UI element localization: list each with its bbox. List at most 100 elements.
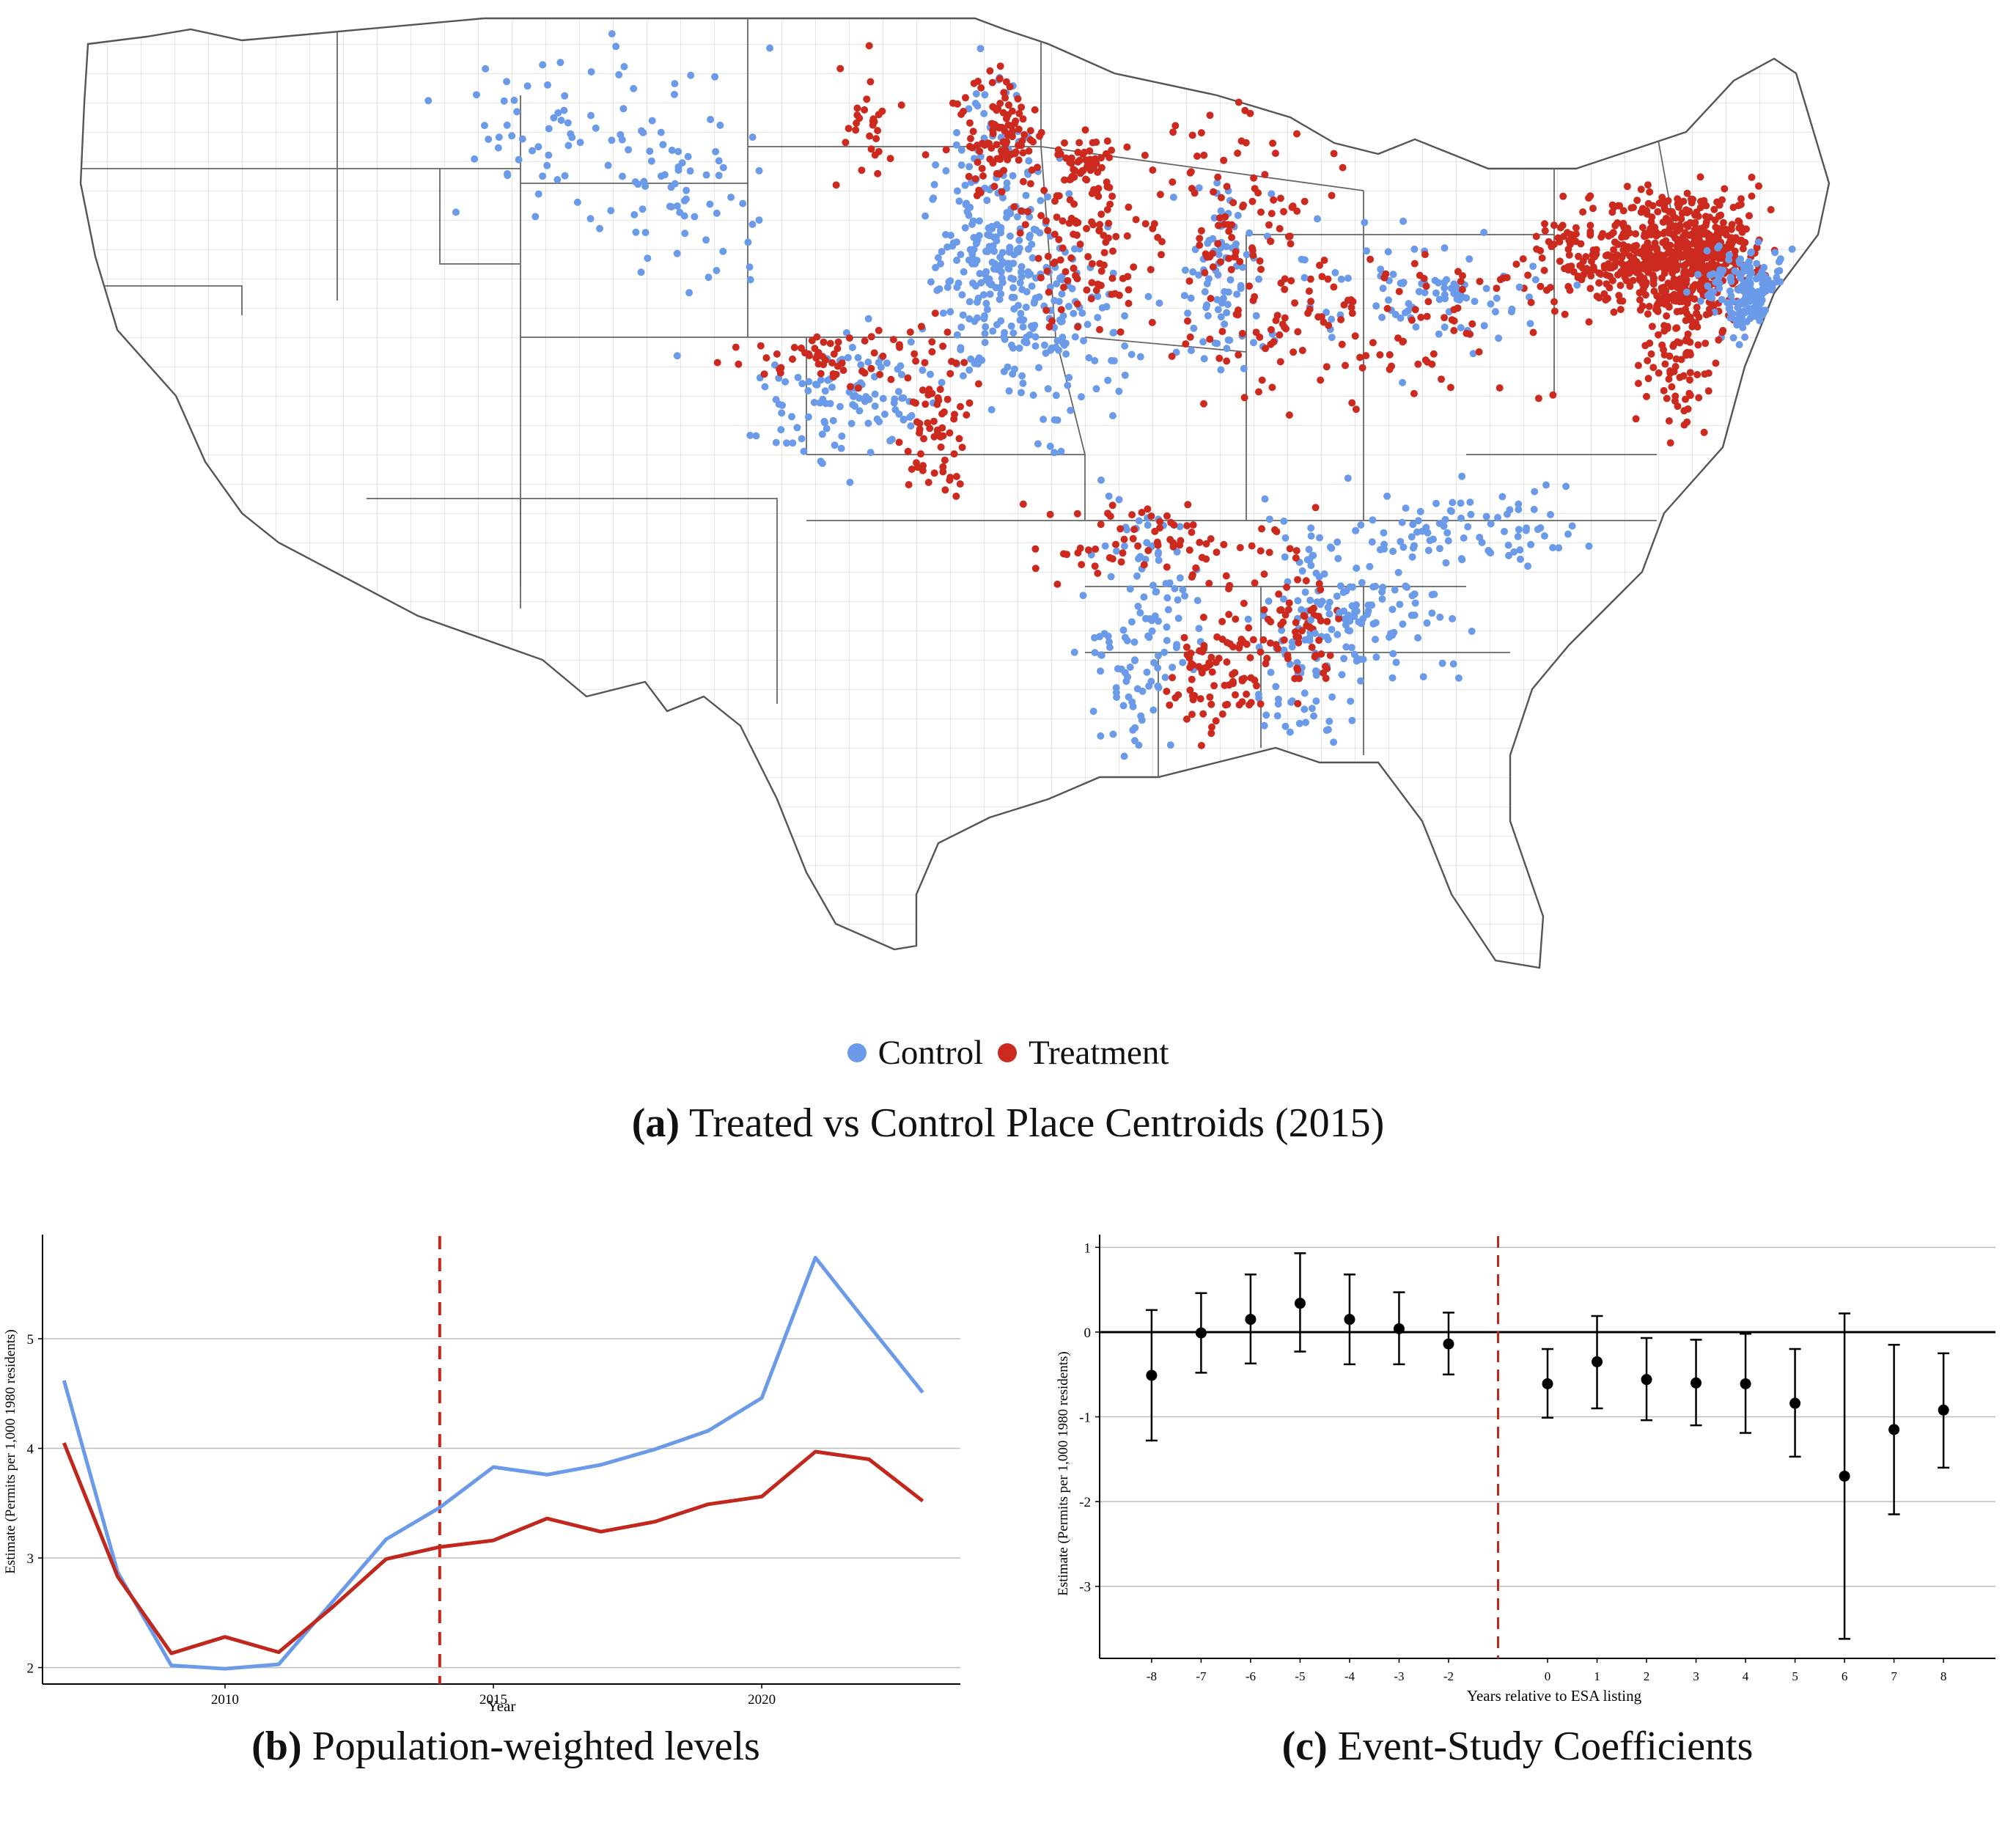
treatment-dot (1633, 242, 1641, 249)
treatment-dot (1176, 541, 1184, 549)
treatment-dot (1144, 547, 1152, 554)
treatment-dot (1423, 312, 1431, 320)
control-dot (1173, 548, 1181, 556)
treatment-dot (1748, 192, 1756, 200)
control-dot (1682, 288, 1691, 296)
treatment-dot (1317, 650, 1325, 658)
treatment-dot (1188, 675, 1196, 683)
control-dot (1372, 636, 1379, 644)
control-dot (1193, 597, 1202, 605)
treatment-dot (1295, 633, 1303, 641)
x-tick-label: 8 (1940, 1669, 1947, 1683)
control-dot (1703, 247, 1711, 255)
treatment-dot (1689, 283, 1697, 291)
treatment-dot (1125, 299, 1133, 307)
x-tick-label: 1 (1594, 1669, 1600, 1683)
treatment-dot (1014, 95, 1022, 103)
control-dot (495, 133, 503, 141)
control-dot (1480, 322, 1488, 330)
treatment-dot (1641, 291, 1649, 299)
treatment-dot (1663, 323, 1671, 331)
treatment-dot (1438, 375, 1445, 383)
treatment-dot (1619, 246, 1627, 254)
treatment-dot (861, 369, 869, 377)
y-tick-label: -2 (1079, 1495, 1091, 1510)
control-dot (1163, 594, 1171, 602)
treatment-dot (1666, 439, 1674, 447)
treatment-dot (1063, 551, 1071, 559)
treatment-dot (1292, 547, 1301, 555)
control-dot (1756, 317, 1764, 325)
treatment-dot (1653, 301, 1661, 309)
control-dot (1211, 339, 1219, 347)
control-dot (561, 92, 569, 100)
control-dot (1396, 600, 1404, 609)
treatment-dot (1468, 320, 1476, 328)
treatment-dot (1020, 131, 1029, 139)
control-dot (1353, 565, 1361, 572)
treatment-dot (1303, 622, 1311, 630)
control-dot (1121, 312, 1129, 320)
coefficient-point (1740, 1378, 1751, 1389)
treatment-dot (1053, 213, 1061, 221)
control-dot (1388, 674, 1397, 682)
us-county-map (79, 17, 1831, 969)
x-tick-label: 2020 (748, 1692, 776, 1707)
control-dot (1187, 347, 1195, 355)
control-dot (829, 416, 837, 424)
y-tick-label: 0 (1084, 1326, 1092, 1341)
control-dot (1324, 603, 1332, 611)
treatment-dot (1256, 257, 1264, 265)
control-dot (1320, 570, 1328, 578)
control-dot (1301, 256, 1309, 264)
treatment-dot (1339, 163, 1347, 172)
treatment-dot (1697, 265, 1705, 273)
treatment-dot (1265, 221, 1273, 229)
treatment-dot (1018, 207, 1026, 215)
treatment-dot (1125, 203, 1133, 211)
treatment-dot (1605, 232, 1613, 240)
treatment-dot (1253, 682, 1260, 690)
treatment-dot (1108, 192, 1116, 200)
control-dot (1151, 612, 1159, 620)
control-dot (659, 141, 667, 149)
treatment-dot (1685, 207, 1693, 216)
treatment-dot (1616, 306, 1625, 314)
control-dot (1080, 337, 1088, 345)
treatment-dot (1037, 128, 1045, 136)
treatment-dot (1351, 332, 1359, 340)
control-dot (1097, 732, 1105, 740)
control-dot (671, 80, 679, 88)
treatment-dot (853, 104, 861, 112)
treatment-dot (921, 359, 929, 367)
control-dot (508, 132, 516, 140)
caption-a-letter: (a) (631, 1100, 680, 1146)
control-dot (794, 373, 802, 381)
control-dot (980, 312, 988, 320)
control-dot (1353, 657, 1361, 665)
control-dot (592, 124, 600, 132)
control-dot (957, 161, 965, 169)
control-dot (1127, 618, 1136, 626)
control-dot (1154, 664, 1162, 672)
x-tick-label: -2 (1443, 1669, 1454, 1683)
control-dot (1457, 499, 1465, 507)
treatment-dot (1218, 710, 1226, 718)
treatment-dot (1201, 269, 1209, 277)
control-dot (1252, 312, 1260, 320)
treatment-dot (917, 450, 924, 458)
treatment-dot (858, 166, 866, 174)
treatment-dot (996, 62, 1004, 70)
control-dot (1585, 543, 1593, 550)
treatment-dot (1566, 286, 1574, 294)
treatment-dot (1704, 387, 1713, 395)
treatment-dot (1112, 540, 1119, 548)
control-dot (648, 117, 656, 125)
treatment-dot (1228, 234, 1236, 241)
treatment-dot (912, 399, 919, 407)
treatment-dot (965, 172, 973, 180)
treatment-dot (1276, 224, 1284, 232)
control-dot (818, 430, 826, 438)
treatment-dot (1369, 339, 1377, 347)
treatment-dot (847, 383, 854, 391)
